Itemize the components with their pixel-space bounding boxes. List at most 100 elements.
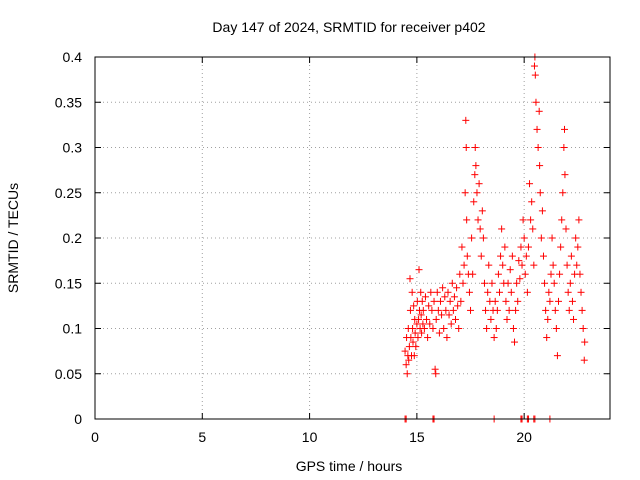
data-point [454, 302, 462, 310]
data-point [573, 261, 581, 269]
data-point [429, 325, 437, 332]
data-point [528, 198, 536, 206]
data-point [435, 329, 443, 337]
data-point [499, 261, 507, 269]
data-point [472, 162, 480, 170]
data-point [577, 288, 585, 296]
data-point [544, 315, 552, 323]
data-point [492, 325, 500, 332]
data-point [578, 306, 586, 314]
data-point [502, 297, 510, 305]
data-point [497, 252, 505, 260]
chart-title: Day 147 of 2024, SRMTID for receiver p40… [212, 19, 485, 35]
data-point [483, 325, 491, 332]
data-point [549, 261, 557, 269]
data-point [581, 338, 589, 346]
data-point [417, 288, 425, 296]
data-point [490, 334, 498, 342]
data-point [491, 297, 499, 305]
data-point [567, 252, 575, 260]
data-point [507, 288, 515, 296]
data-point [418, 297, 426, 305]
data-point [406, 306, 414, 314]
data-point [475, 180, 483, 188]
data-point [512, 306, 520, 314]
data-point [469, 270, 477, 278]
data-point [506, 266, 514, 274]
data-point [494, 270, 502, 278]
data-point [555, 297, 562, 305]
data-point [433, 288, 441, 296]
data-point [560, 144, 568, 151]
data-point [534, 144, 542, 151]
data-point [562, 225, 570, 233]
data-point [503, 315, 511, 323]
data-point [463, 252, 471, 260]
data-point [417, 311, 425, 319]
y-tick-label: 0.05 [55, 366, 82, 382]
data-point [533, 125, 541, 133]
y-tick-label: 0.25 [55, 185, 82, 201]
data-point [455, 325, 463, 332]
data-point [471, 144, 479, 151]
y-tick-label: 0.2 [63, 230, 83, 246]
data-point [419, 306, 427, 314]
data-point [493, 306, 501, 314]
data-point [513, 279, 521, 287]
data-point [443, 334, 451, 342]
data-point [432, 315, 440, 323]
data-point [541, 279, 549, 287]
data-point [419, 320, 427, 328]
data-point [508, 252, 516, 260]
y-axis-ticks: 0 0.05 0.1 0.15 0.2 0.25 0.3 0.35 0.4 [55, 49, 610, 427]
data-point [552, 325, 560, 332]
data-point [542, 306, 550, 314]
data-point [488, 279, 496, 287]
data-point [568, 297, 576, 305]
data-point [471, 171, 479, 179]
data-point [450, 293, 458, 301]
data-point [551, 306, 559, 314]
data-point [574, 243, 582, 251]
data-point [426, 320, 434, 328]
data-point [477, 252, 485, 260]
data-point [517, 243, 525, 251]
data-point [428, 306, 436, 314]
data-point [430, 297, 438, 305]
data-point [411, 329, 419, 337]
data-point [484, 288, 492, 296]
data-point [547, 270, 555, 278]
data-point [462, 116, 470, 124]
data-point [463, 216, 471, 224]
data-point [545, 288, 553, 296]
data-point [516, 275, 524, 283]
data-point [473, 189, 481, 197]
data-point [538, 207, 546, 215]
data-point [465, 288, 473, 296]
data-point [563, 261, 571, 269]
data-point [403, 370, 411, 378]
y-tick-label: 0.1 [63, 321, 83, 337]
data-point [566, 279, 574, 287]
data-point [447, 320, 455, 328]
data-point [498, 225, 506, 233]
data-point [572, 234, 580, 242]
data-point [452, 315, 459, 323]
data-point [495, 288, 503, 296]
data-point [431, 365, 439, 373]
data-point [482, 306, 490, 314]
data-point [448, 279, 456, 287]
data-points [401, 53, 589, 423]
data-point [442, 306, 450, 314]
data-point [514, 297, 522, 305]
data-point [478, 207, 486, 215]
data-point [436, 297, 444, 305]
data-point [407, 334, 415, 342]
data-point [561, 125, 569, 133]
data-point [406, 275, 414, 283]
data-point [570, 315, 578, 323]
data-point [536, 189, 544, 197]
grid-lines [95, 57, 610, 419]
data-point [474, 216, 482, 224]
